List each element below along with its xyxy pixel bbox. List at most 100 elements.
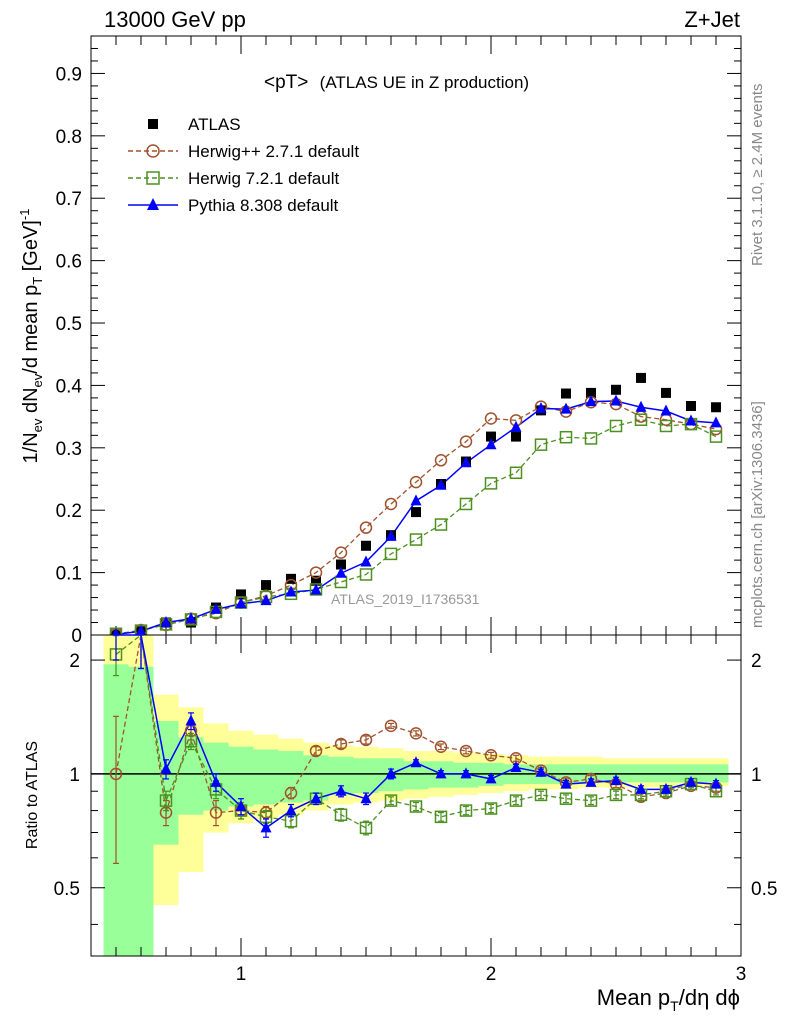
- main-point-atlas: [261, 580, 271, 591]
- main-point-herwig-7-2-1-default: [659, 419, 673, 433]
- legend-label: Herwig++ 2.7.1 default: [188, 142, 359, 161]
- ratio-point-pythia-8-308-default: [185, 714, 197, 726]
- main-line-herwig-7-2-1-default: [115, 419, 717, 635]
- main-point-herwig-7-2-1-default: [409, 533, 423, 546]
- main-point-pythia-8-308-default: [385, 529, 397, 541]
- ratio-point-herwig-7-2-1-default: [434, 810, 448, 824]
- main-point-herwig-7-2-1-default: [459, 497, 473, 511]
- plot-title: <pT> (ATLAS UE in Z production): [264, 72, 529, 93]
- legend-entry-pythia-8-308-default: Pythia 8.308 default: [128, 196, 339, 215]
- main-point-herwig-7-2-1-default: [634, 413, 648, 426]
- main-point-herwig-2-7-1-default: [459, 435, 473, 448]
- ratio-point-herwig-2-7-1-default: [459, 744, 473, 758]
- main-point-atlas: [686, 401, 696, 412]
- legend: ATLAS Herwig++ 2.7.1 default Herwig 7.2.1 …: [128, 115, 359, 215]
- main-point-herwig-2-7-1-default: [434, 454, 448, 467]
- ratio-point-pythia-8-308-default: [335, 784, 347, 796]
- main-point-pythia-8-308-default: [135, 624, 147, 636]
- ratio-point-herwig-2-7-1-default: [359, 733, 373, 747]
- ratio-y-tick-label: 2: [69, 651, 80, 672]
- main-point-herwig-2-7-1-default: [359, 521, 373, 534]
- ratio-point-pythia-8-308-default: [485, 772, 497, 784]
- main-point-pythia-8-308-default: [535, 402, 547, 414]
- plot-title-sub: (ATLAS UE in Z production): [320, 73, 529, 92]
- ratio-point-pythia-8-308-default: [510, 760, 522, 772]
- main-point-pythia-8-308-default: [235, 597, 247, 609]
- ratio-point-pythia-8-308-default: [610, 774, 622, 786]
- legend-entry-herwig-2-7-1-default: Herwig++ 2.7.1 default: [128, 142, 359, 161]
- ratio-point-herwig-7-2-1-default: [534, 788, 548, 802]
- ratio-point-herwig-7-2-1-default: [409, 800, 423, 813]
- ratio-point-herwig-2-7-1-default: [384, 719, 398, 733]
- main-point-herwig-7-2-1-default: [609, 419, 623, 433]
- main-point-herwig-2-7-1-default: [309, 566, 323, 579]
- legend-marker: [148, 119, 158, 129]
- main-point-herwig-7-2-1-default: [384, 547, 398, 561]
- ratio-y-tick-label-right: 2: [751, 651, 762, 672]
- ratio-point-pythia-8-308-default: [710, 777, 722, 789]
- main-point-herwig-7-2-1-default: [584, 432, 598, 445]
- legend-entry-herwig-7-2-1-default: Herwig 7.2.1 default: [128, 169, 339, 188]
- header-left: 13000 GeV pp: [104, 7, 246, 32]
- main-point-pythia-8-308-default: [435, 478, 447, 490]
- ratio-point-pythia-8-308-default: [585, 775, 597, 787]
- ratio-point-herwig-2-7-1-default: [409, 727, 423, 740]
- main-point-pythia-8-308-default: [160, 616, 172, 628]
- ratio-point-pythia-8-308-default: [660, 782, 672, 794]
- main-point-pythia-8-308-default: [660, 404, 672, 416]
- main-point-pythia-8-308-default: [310, 583, 322, 595]
- main-y-axis-label: 1/Nev dNev/d mean pT [GeV]-1: [17, 209, 45, 464]
- main-point-pythia-8-308-default: [685, 414, 697, 426]
- main-point-pythia-8-308-default: [635, 400, 647, 412]
- ratio-point-herwig-7-2-1-default: [459, 804, 473, 817]
- header-right: Z+Jet: [684, 7, 740, 32]
- main-point-pythia-8-308-default: [410, 494, 422, 506]
- ratio-point-herwig-7-2-1-default: [334, 808, 348, 821]
- main-point-herwig-7-2-1-default: [509, 466, 523, 480]
- main-point-herwig-7-2-1-default: [359, 568, 373, 581]
- main-point-atlas: [411, 507, 421, 518]
- main-y-tick-label: 0.8: [56, 127, 82, 148]
- main-point-atlas: [486, 431, 496, 442]
- main-y-tick-label: 0.4: [56, 376, 83, 397]
- main-point-herwig-2-7-1-default: [334, 546, 348, 559]
- ratio-panel: 1 2 3 0.5 0.5 1 1 2 2: [54, 633, 777, 985]
- ratio-point-pythia-8-308-default: [635, 782, 647, 794]
- ratio-point-pythia-8-308-default: [310, 792, 322, 804]
- mcplots-label: mcplots.cern.ch [arXiv:1306.3436]: [749, 401, 766, 628]
- main-point-pythia-8-308-default: [510, 420, 522, 432]
- x-tick-label: 2: [486, 964, 497, 985]
- main-point-herwig-2-7-1-default: [384, 497, 398, 511]
- main-line-herwig-2-7-1-default: [115, 401, 717, 636]
- x-axis-label: Mean pT/dη dϕ: [597, 985, 740, 1014]
- main-point-herwig-7-2-1-default: [559, 430, 573, 444]
- ratio-band-stat: [253, 749, 279, 805]
- main-point-atlas: [361, 540, 371, 551]
- ratio-y-tick-label: 0.5: [54, 879, 80, 900]
- ratio-point-herwig-7-2-1-default: [159, 794, 173, 807]
- main-point-atlas: [561, 388, 571, 399]
- ratio-point-herwig-7-2-1-default: [559, 792, 573, 805]
- x-tick-label: 1: [236, 964, 247, 985]
- ratio-point-herwig-7-2-1-default: [484, 802, 498, 815]
- main-point-pythia-8-308-default: [335, 566, 347, 578]
- ratio-point-herwig-7-2-1-default: [609, 788, 623, 802]
- ratio-point-pythia-8-308-default: [210, 775, 222, 787]
- ratio-point-pythia-8-308-default: [260, 821, 272, 833]
- legend-label: Pythia 8.308 default: [188, 196, 339, 215]
- ratio-point-herwig-2-7-1-default: [209, 806, 223, 819]
- ratio-point-herwig-7-2-1-default: [384, 794, 398, 807]
- main-y-tick-label: 0.2: [56, 501, 82, 522]
- main-y-tick-label: 0.3: [56, 439, 82, 460]
- ratio-point-herwig-7-2-1-default: [584, 794, 598, 807]
- ratio-point-pythia-8-308-default: [535, 765, 547, 777]
- main-y-tick-label: 0.6: [56, 252, 82, 273]
- main-point-herwig-7-2-1-default: [484, 477, 498, 490]
- main-point-herwig-2-7-1-default: [409, 475, 423, 489]
- main-point-pythia-8-308-default: [560, 402, 572, 414]
- main-y-tick-label: 0.9: [56, 64, 82, 85]
- main-point-atlas: [636, 372, 646, 383]
- main-point-herwig-7-2-1-default: [534, 438, 548, 451]
- ratio-point-herwig-2-7-1-default: [334, 737, 348, 751]
